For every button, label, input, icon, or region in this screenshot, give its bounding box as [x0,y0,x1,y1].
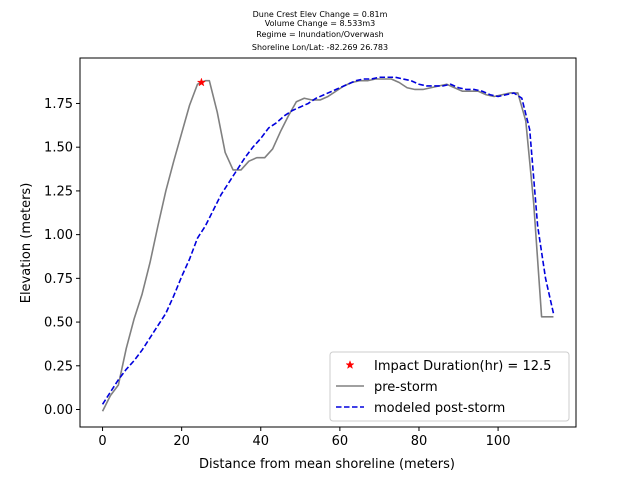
y-tick-label: 0.75 [44,272,73,287]
legend-label-impact: Impact Duration(hr) = 12.5 [374,359,551,374]
legend-label-pre-storm: pre-storm [374,380,438,395]
legend-star-icon [345,360,355,370]
marker-layer [196,77,207,87]
x-axis-label: Distance from mean shoreline (meters) [199,457,455,472]
title-line-4: Shoreline Lon/Lat: -82.269 26.783 [252,43,388,52]
y-tick-label: 1.25 [44,184,73,199]
chart-title: Dune Crest Elev Change = 0.81m Volume Ch… [252,10,388,52]
y-axis-label: Elevation (meters) [19,183,34,304]
series-layer [101,76,555,412]
series-line-pre-storm [101,78,554,412]
x-tick-label: 60 [332,434,349,449]
series-line-modeled-post-storm [101,76,555,405]
legend-marker-icon [345,360,355,370]
x-tick-label: 100 [486,434,511,449]
y-tick-label: 1.75 [44,97,73,112]
x-axis: 0 20 40 60 80 100 [98,427,510,449]
title-line-3: Regime = Inundation/Overwash [256,30,383,39]
y-tick-label: 1.00 [44,228,73,243]
legend-label-post-storm: modeled post-storm [374,401,505,416]
x-tick-label: 20 [173,434,190,449]
y-tick-label: 0.25 [44,359,73,374]
legend-box [329,351,570,422]
y-axis: 0.00 0.25 0.50 0.75 1.00 1.25 1.50 1.75 [44,97,80,418]
plot-frame [79,57,577,428]
title-line-2: Volume Change = 8.533m3 [265,19,376,28]
y-tick-label: 0.00 [44,403,73,418]
x-tick-label: 80 [411,434,428,449]
x-tick-label: 0 [98,434,106,449]
x-tick-label: 40 [252,434,269,449]
title-line-1: Dune Crest Elev Change = 0.81m [253,10,388,19]
y-tick-label: 1.50 [44,141,73,156]
y-tick-label: 0.50 [44,316,73,331]
legend: Impact Duration(hr) = 12.5 pre-storm mod… [329,351,570,422]
plot-area: 0 20 40 60 80 100 0.00 0.25 0.50 0.75 1.00 1.25 1.5… [44,57,577,449]
impact-star-marker [196,77,207,87]
